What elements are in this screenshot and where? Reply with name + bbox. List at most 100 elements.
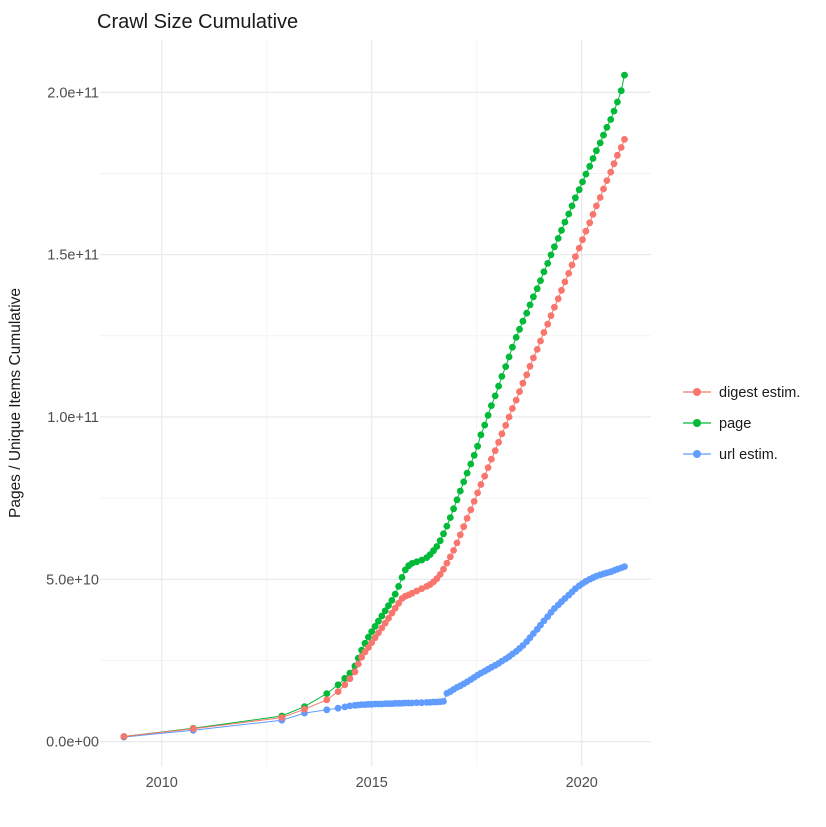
data-point [572,253,579,260]
data-point [385,614,392,622]
data-point [443,559,451,567]
url-estim-legend-dot-icon [693,450,701,458]
data-point [334,681,342,689]
data-point [554,295,562,303]
data-point [603,123,611,131]
data-point [579,236,586,244]
data-point [460,523,468,531]
data-point [593,202,600,210]
legend-label-page: page [719,416,751,432]
data-point [596,139,604,147]
data-point [388,609,396,617]
data-point [544,260,552,267]
data-point [533,346,541,353]
data-point [453,496,461,504]
data-point [368,628,376,635]
series-url-estim [120,563,628,741]
data-point [491,392,499,400]
data-point [540,329,548,336]
data-point [607,168,615,176]
data-point [413,699,421,707]
data-point [467,506,475,514]
data-point [481,421,489,429]
data-point [446,514,454,521]
data-point [470,498,478,505]
data-point [523,309,531,317]
data-point [391,590,399,598]
y-axis: 0.0e+00 5.0e+10 1.0e+11 1.5e+11 2.0e+11 [46,85,99,750]
data-point [484,411,492,419]
page-legend-dot-icon [693,419,701,427]
data-point [614,98,621,106]
data-point [516,325,523,333]
data-point [509,405,516,412]
data-point [600,185,607,193]
legend-item-url-estim: url estim. [683,447,778,463]
data-point [614,151,621,159]
data-point [463,514,471,522]
digest-estim-legend-dot-icon [693,388,701,396]
data-point [484,464,492,471]
data-point [505,413,513,421]
data-point [600,131,607,139]
data-point [351,668,359,676]
series-layer [120,71,628,741]
data-point [375,617,382,625]
data-point [617,87,625,95]
data-point [498,373,506,380]
data-point [450,505,457,513]
data-point [575,186,583,194]
data-point [334,688,342,695]
data-point [443,522,451,530]
y-axis-title: Pages / Unique Items Cumulative [7,288,24,518]
data-point [537,337,544,345]
data-point [558,286,565,294]
data-point [456,531,464,539]
y-tick-label-1e11: 1.0e+11 [47,410,99,426]
data-point [558,226,565,234]
data-point [586,219,594,227]
data-point [395,583,402,590]
data-point [554,235,562,242]
data-point [354,660,362,668]
data-point [323,696,331,704]
data-point [436,537,444,545]
data-point [547,251,555,259]
data-point [533,285,541,293]
data-point [334,704,342,712]
data-point [278,714,286,721]
data-point [436,571,444,578]
series-page [120,71,628,740]
data-point [603,177,611,185]
data-point [589,211,597,218]
data-point [519,317,527,325]
data-point [530,293,537,301]
data-point [530,354,537,362]
data-point [460,478,468,486]
data-point [502,422,510,429]
data-point [512,396,520,404]
data-point [346,702,354,710]
y-tick-label-0: 0.0e+00 [46,735,99,751]
data-point [433,543,441,550]
data-point [505,353,513,361]
data-point [381,607,389,615]
data-point [440,530,447,538]
data-point [375,629,382,637]
data-point [378,612,386,620]
data-point [477,431,485,439]
data-point [593,147,600,155]
data-point [398,574,406,581]
data-point [323,690,331,697]
data-point [512,334,520,341]
data-point [378,624,386,632]
y-tick-label-5e10: 5.0e+10 [46,572,99,588]
data-point [572,194,579,202]
data-point [395,599,402,607]
data-point [346,675,354,683]
legend-item-digest-estim: digest estim. [683,385,800,401]
data-point [371,634,379,642]
legend-label-url-estim: url estim. [719,447,778,463]
series-line [123,566,625,738]
data-point [450,547,457,554]
